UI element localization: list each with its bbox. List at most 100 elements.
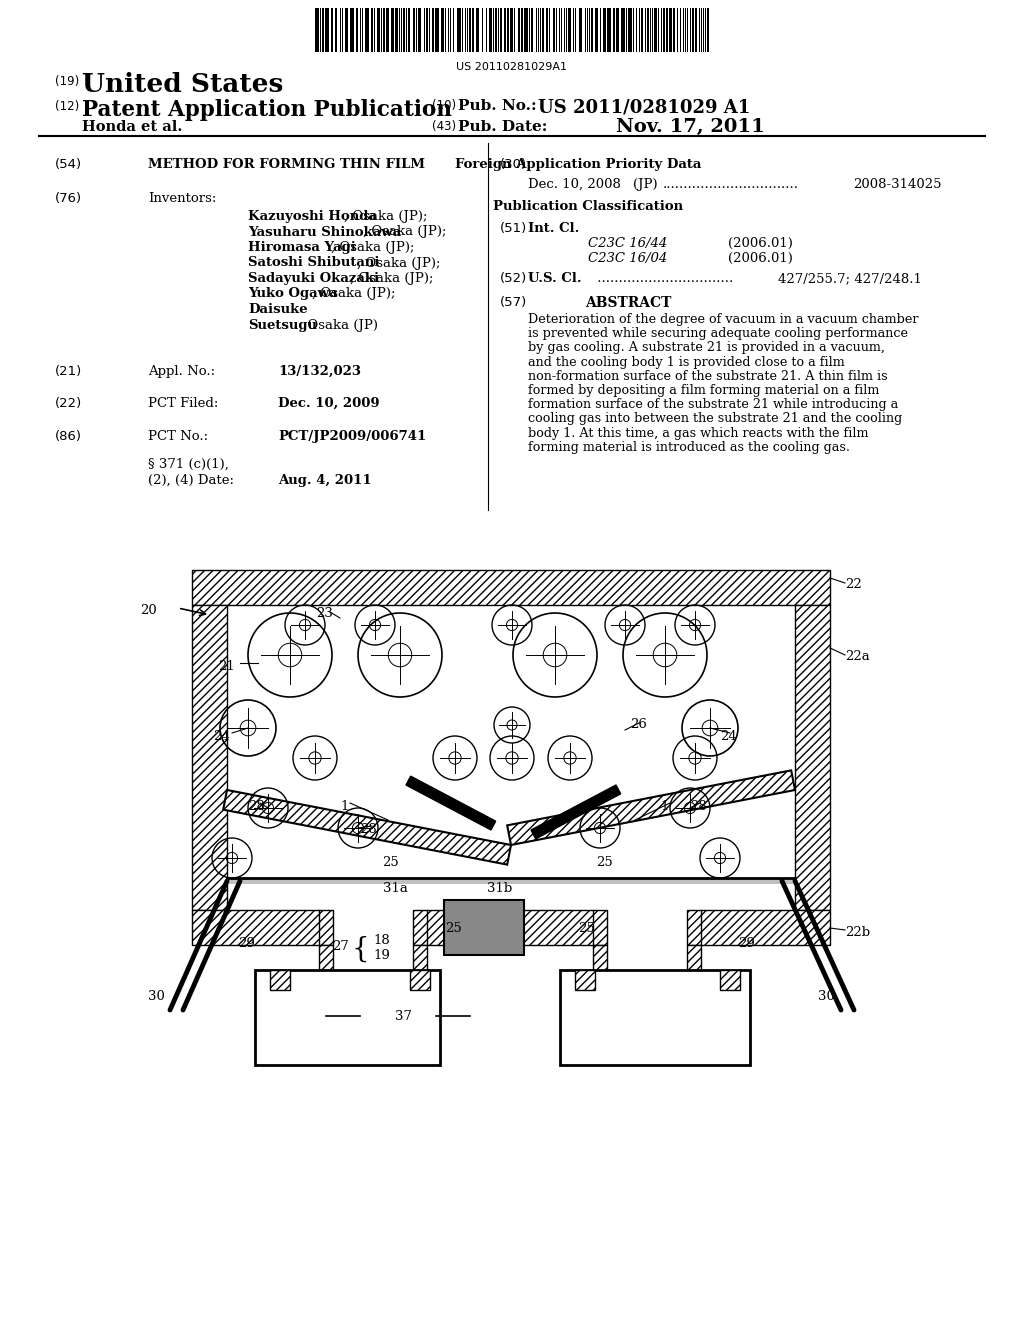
Text: U.S. Cl.: U.S. Cl. bbox=[528, 272, 582, 285]
Bar bbox=[595, 8, 598, 51]
Text: (86): (86) bbox=[55, 430, 82, 444]
Bar bbox=[616, 8, 618, 51]
Bar bbox=[410, 970, 430, 990]
Bar bbox=[365, 8, 369, 51]
Text: PCT/JP2009/006741: PCT/JP2009/006741 bbox=[278, 430, 426, 444]
Polygon shape bbox=[507, 771, 795, 845]
Text: 427/255.7; 427/248.1: 427/255.7; 427/248.1 bbox=[778, 272, 922, 285]
Bar bbox=[647, 8, 649, 51]
Bar bbox=[553, 8, 555, 51]
Bar bbox=[193, 570, 830, 605]
Text: (21): (21) bbox=[55, 366, 82, 378]
Text: Daisuke: Daisuke bbox=[248, 304, 307, 315]
Bar bbox=[641, 8, 643, 51]
Text: PCT No.:: PCT No.: bbox=[148, 430, 208, 444]
Text: Int. Cl.: Int. Cl. bbox=[528, 222, 580, 235]
Text: ................................: ................................ bbox=[663, 178, 799, 191]
Bar bbox=[669, 8, 672, 51]
Text: United States: United States bbox=[82, 73, 284, 96]
Bar bbox=[255, 970, 440, 1065]
Text: formation surface of the substrate 21 while introducing a: formation surface of the substrate 21 wh… bbox=[528, 399, 898, 412]
Bar bbox=[654, 8, 657, 51]
Text: Dec. 10, 2009: Dec. 10, 2009 bbox=[278, 397, 380, 411]
Bar bbox=[621, 8, 625, 51]
Bar bbox=[560, 970, 750, 1065]
Text: (2006.01): (2006.01) bbox=[728, 252, 793, 265]
Text: 30: 30 bbox=[818, 990, 835, 1003]
Text: Suetsugu: Suetsugu bbox=[248, 318, 317, 331]
Text: 28: 28 bbox=[690, 800, 707, 813]
Bar bbox=[371, 8, 373, 51]
Text: 21: 21 bbox=[218, 660, 234, 673]
Bar bbox=[322, 8, 324, 51]
Bar bbox=[593, 945, 607, 995]
Bar bbox=[707, 8, 709, 51]
Bar bbox=[489, 8, 492, 51]
Text: non-formation surface of the substrate 21. A thin film is: non-formation surface of the substrate 2… bbox=[528, 370, 888, 383]
Text: 24: 24 bbox=[720, 730, 736, 743]
Text: 24: 24 bbox=[213, 730, 229, 743]
Text: is prevented while securing adequate cooling performance: is prevented while securing adequate coo… bbox=[528, 327, 908, 341]
Bar bbox=[441, 8, 444, 51]
Bar bbox=[568, 8, 571, 51]
Text: {: { bbox=[352, 936, 370, 964]
Bar bbox=[227, 879, 795, 884]
Text: forming material is introduced as the cooling gas.: forming material is introduced as the co… bbox=[528, 441, 850, 454]
Text: Patent Application Publication: Patent Application Publication bbox=[82, 99, 452, 121]
Text: and the cooling body 1 is provided close to a film: and the cooling body 1 is provided close… bbox=[528, 355, 845, 368]
Text: 1: 1 bbox=[340, 800, 348, 813]
Bar bbox=[356, 8, 358, 51]
Text: (57): (57) bbox=[500, 296, 527, 309]
Text: , Osaka (JP);: , Osaka (JP); bbox=[331, 242, 415, 253]
Bar bbox=[227, 605, 795, 909]
Text: 31b: 31b bbox=[487, 882, 512, 895]
Text: Kazuyoshi Honda: Kazuyoshi Honda bbox=[248, 210, 377, 223]
Text: Publication Classification: Publication Classification bbox=[493, 201, 683, 213]
Bar bbox=[575, 970, 595, 990]
Text: 22b: 22b bbox=[845, 927, 870, 939]
Bar bbox=[408, 8, 410, 51]
Text: (30): (30) bbox=[500, 158, 527, 172]
Text: § 371 (c)(1),: § 371 (c)(1), bbox=[148, 458, 229, 471]
Text: (76): (76) bbox=[55, 191, 82, 205]
Text: (22): (22) bbox=[55, 397, 82, 411]
Bar bbox=[476, 8, 479, 51]
Bar bbox=[435, 8, 439, 51]
Bar bbox=[391, 8, 394, 51]
Text: Foreign Application Priority Data: Foreign Application Priority Data bbox=[455, 158, 701, 172]
Bar bbox=[335, 8, 337, 51]
Bar bbox=[331, 8, 333, 51]
Text: Inventors:: Inventors: bbox=[148, 191, 216, 205]
Bar bbox=[663, 8, 665, 51]
Text: formed by depositing a film forming material on a film: formed by depositing a film forming mate… bbox=[528, 384, 880, 397]
Text: Pub. Date:: Pub. Date: bbox=[458, 120, 548, 135]
Bar bbox=[350, 8, 354, 51]
Text: 13/132,023: 13/132,023 bbox=[278, 366, 361, 378]
Bar bbox=[591, 8, 593, 51]
Text: 37: 37 bbox=[395, 1010, 412, 1023]
Bar bbox=[426, 8, 428, 51]
Text: (19): (19) bbox=[55, 75, 79, 88]
Bar bbox=[413, 945, 427, 995]
Text: 25: 25 bbox=[445, 921, 462, 935]
Text: 1: 1 bbox=[660, 800, 669, 813]
Text: cooling gas into between the substrate 21 and the cooling: cooling gas into between the substrate 2… bbox=[528, 412, 902, 425]
Polygon shape bbox=[406, 776, 496, 830]
Text: , Osaka (JP): , Osaka (JP) bbox=[299, 318, 378, 331]
Text: Sadayuki Okazaki: Sadayuki Okazaki bbox=[248, 272, 379, 285]
Bar bbox=[692, 8, 694, 51]
Bar bbox=[495, 8, 497, 51]
Bar bbox=[377, 8, 380, 51]
Bar bbox=[432, 8, 434, 51]
Text: Aug. 4, 2011: Aug. 4, 2011 bbox=[278, 474, 372, 487]
Text: Nov. 17, 2011: Nov. 17, 2011 bbox=[616, 117, 765, 136]
Text: (10): (10) bbox=[432, 99, 456, 112]
Bar bbox=[386, 8, 389, 51]
Text: 29: 29 bbox=[738, 937, 755, 950]
Bar bbox=[413, 909, 607, 945]
Text: body 1. At this time, a gas which reacts with the film: body 1. At this time, a gas which reacts… bbox=[528, 426, 868, 440]
Text: 22a: 22a bbox=[845, 649, 869, 663]
Bar bbox=[345, 8, 348, 51]
Text: 28: 28 bbox=[248, 800, 265, 813]
Text: PCT Filed:: PCT Filed: bbox=[148, 397, 218, 411]
